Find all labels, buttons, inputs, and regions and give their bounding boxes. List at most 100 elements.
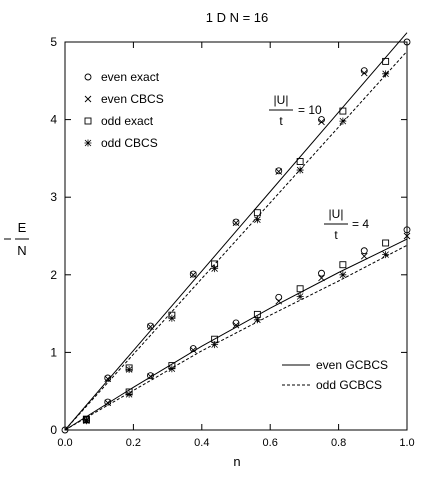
data-point-square <box>339 261 347 269</box>
y-axis-label-text: N <box>17 243 26 258</box>
legend-marker-asterisk <box>84 139 92 147</box>
data-point-x <box>318 118 325 126</box>
data-point-x <box>275 297 283 305</box>
markers-layer <box>61 38 411 434</box>
data-point-x <box>147 323 154 331</box>
legend-label: odd exact <box>101 114 154 128</box>
data-point-asterisk <box>296 293 304 301</box>
data-point-square <box>296 285 304 293</box>
data-point-square <box>339 107 347 115</box>
data-point-x <box>147 373 154 380</box>
data-point-circle <box>275 167 283 175</box>
y-tick-label: 3 <box>50 190 57 204</box>
y-axis: 0 1 2 3 4 5 <box>50 35 407 437</box>
series-line <box>64 238 408 431</box>
x-axis-label: n <box>233 454 240 469</box>
x-tick-label: 0.2 <box>126 437 141 449</box>
data-point-circle <box>189 270 197 278</box>
x-tick-label: 1.0 <box>399 437 414 449</box>
annotation-u4-den: t <box>334 228 338 242</box>
data-point-asterisk <box>253 316 261 324</box>
data-point-circle <box>104 374 112 382</box>
data-point-x <box>360 69 368 77</box>
data-point-x <box>189 346 197 354</box>
x-tick-label: 0.6 <box>263 437 278 449</box>
y-tick-label: 4 <box>50 113 57 127</box>
annotation-u4-num: |U| <box>329 207 344 221</box>
data-point-x <box>275 168 283 175</box>
data-point-circle <box>275 293 283 301</box>
data-point-square <box>382 239 390 247</box>
data-point-circle <box>147 372 154 380</box>
y-axis-label-text: E <box>18 220 27 235</box>
data-point-circle <box>189 345 197 352</box>
data-point-x <box>318 274 325 282</box>
data-point-circle <box>104 398 112 406</box>
x-axis: 0.0 0.2 0.4 0.6 0.8 1.0 <box>57 42 415 449</box>
data-point-asterisk <box>382 251 390 259</box>
data-point-asterisk <box>82 417 90 425</box>
series-line <box>64 244 408 431</box>
x-tick-label: 0.4 <box>194 437 209 449</box>
legend-label: even exact <box>101 70 160 84</box>
annotation-u10-val: = 10 <box>298 103 322 117</box>
data-point-circle <box>403 38 411 46</box>
x-tick-label: 0.0 <box>57 437 72 449</box>
chart-title: 1 D N = 16 <box>206 10 269 25</box>
data-point-asterisk <box>168 314 176 322</box>
data-point-circle <box>232 218 240 226</box>
annotation-u10-num: |U| <box>274 93 289 107</box>
data-point-circle <box>360 247 368 255</box>
legend-label: odd CBCS <box>101 136 158 150</box>
data-point-x <box>403 232 411 240</box>
y-tick-label: 5 <box>50 35 57 49</box>
data-point-x <box>104 375 112 383</box>
legend-label: even CBCS <box>101 92 164 106</box>
data-point-square <box>296 158 304 165</box>
data-point-asterisk <box>253 216 261 224</box>
data-point-x <box>104 399 112 407</box>
data-point-asterisk <box>339 117 347 125</box>
annotation-u10: |U| t = 10 <box>269 93 322 128</box>
legend-lines: even GCBCS odd GCBCS <box>282 358 388 392</box>
legend-label: even GCBCS <box>316 358 388 372</box>
y-tick-label: 0 <box>50 423 57 437</box>
data-point-circle <box>61 426 69 434</box>
legend-marker-circle <box>84 73 92 81</box>
data-point-circle <box>360 67 368 75</box>
y-axis-label: E N <box>4 220 29 258</box>
data-point-circle <box>403 226 411 234</box>
data-point-asterisk <box>125 365 133 373</box>
lines-layer <box>64 32 408 431</box>
series-line <box>64 50 408 431</box>
data-point-circle <box>318 116 325 124</box>
data-point-asterisk <box>168 365 176 373</box>
legend-marker-x <box>84 95 92 103</box>
y-tick-label: 1 <box>50 345 57 359</box>
data-point-asterisk <box>211 265 219 273</box>
annotation-u10-den: t <box>279 114 283 128</box>
data-point-asterisk <box>339 271 347 279</box>
x-tick-label: 0.8 <box>331 437 346 449</box>
legend-marker-square <box>84 117 92 125</box>
annotation-u4: |U| t = 4 <box>324 207 369 242</box>
data-point-circle <box>318 269 325 277</box>
data-point-square <box>253 209 261 217</box>
data-point-asterisk <box>382 70 390 78</box>
y-tick-label: 2 <box>50 268 57 282</box>
data-point-x <box>232 219 240 227</box>
legend-markers: even exact even CBCS odd exact odd CBCS <box>84 70 164 150</box>
data-point-circle <box>147 322 154 330</box>
data-point-x <box>189 271 197 279</box>
data-point-asterisk <box>211 341 219 349</box>
data-point-x <box>360 252 368 260</box>
data-point-square <box>382 57 390 65</box>
legend-label: odd GCBCS <box>316 378 382 392</box>
annotation-u4-val: = 4 <box>352 217 369 231</box>
data-point-asterisk <box>296 166 304 174</box>
series-line <box>64 32 408 431</box>
data-point-circle <box>232 319 240 327</box>
data-point-asterisk <box>125 390 133 398</box>
data-point-x <box>232 321 240 329</box>
